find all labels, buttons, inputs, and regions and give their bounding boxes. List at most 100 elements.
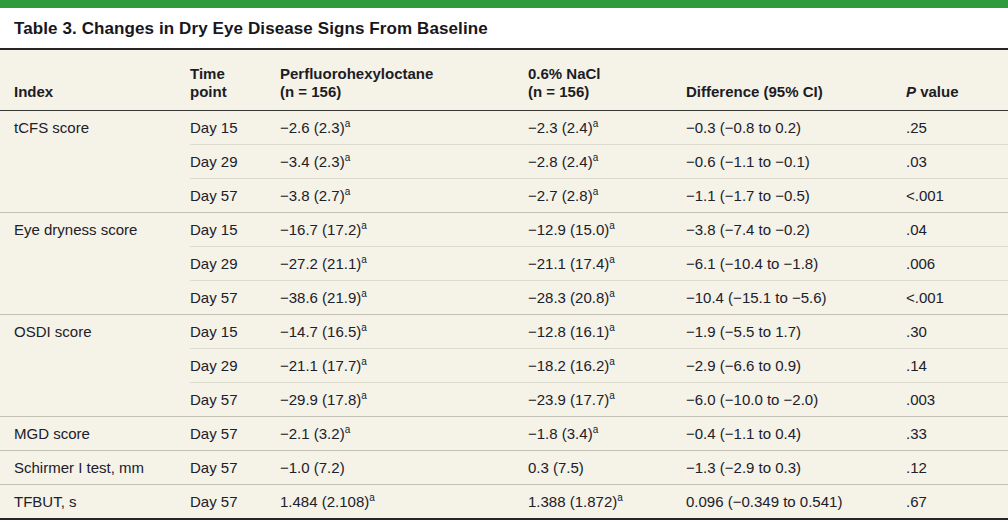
footnote-marker: a: [361, 288, 367, 299]
table-row: MGD scoreDay 57−2.1 (3.2)a−1.8 (3.4)a−0.…: [0, 416, 1008, 450]
drug-cell: −29.9 (17.8)a: [280, 382, 528, 416]
table-row: Day 29−27.2 (21.1)a−21.1 (17.4)a−6.1 (−1…: [0, 246, 1008, 280]
column-header-time-point-line1: Time: [190, 65, 274, 83]
footnote-marker: a: [609, 220, 615, 231]
footnote-marker: a: [369, 492, 375, 503]
index-cell: [0, 144, 190, 178]
difference-cell: −3.8 (−7.4 to −0.2): [686, 212, 906, 246]
table-row: Day 29−3.4 (2.3)a−2.8 (2.4)a−0.6 (−1.1 t…: [0, 144, 1008, 178]
footnote-marker: a: [617, 492, 623, 503]
p-value-cell: .003: [906, 382, 1008, 416]
drug-cell: −1.0 (7.2): [280, 450, 528, 484]
column-header-nacl: 0.6% NaCl (n = 156): [528, 50, 686, 110]
table-body: tCFS scoreDay 15−2.6 (2.3)a−2.3 (2.4)a−0…: [0, 110, 1008, 518]
time-point-cell: Day 57: [190, 178, 280, 212]
drug-cell: −16.7 (17.2)a: [280, 212, 528, 246]
difference-cell: −1.9 (−5.5 to 1.7): [686, 314, 906, 348]
column-header-nacl-n: (n = 156): [528, 83, 680, 101]
table-title: Table 3. Changes in Dry Eye Disease Sign…: [14, 19, 994, 39]
table-row: Day 57−29.9 (17.8)a−23.9 (17.7)a−6.0 (−1…: [0, 382, 1008, 416]
drug-cell: −3.8 (2.7)a: [280, 178, 528, 212]
time-point-cell: Day 57: [190, 280, 280, 314]
nacl-cell: −28.3 (20.8)a: [528, 280, 686, 314]
time-point-cell: Day 57: [190, 382, 280, 416]
difference-cell: −6.1 (−10.4 to −1.8): [686, 246, 906, 280]
nacl-cell: −2.3 (2.4)a: [528, 110, 686, 144]
footnote-marker: a: [345, 186, 351, 197]
column-header-drug-n: (n = 156): [280, 83, 522, 101]
table-row: tCFS scoreDay 15−2.6 (2.3)a−2.3 (2.4)a−0…: [0, 110, 1008, 144]
time-point-cell: Day 15: [190, 110, 280, 144]
nacl-cell: −2.7 (2.8)a: [528, 178, 686, 212]
difference-cell: −0.6 (−1.1 to −0.1): [686, 144, 906, 178]
drug-cell: −21.1 (17.7)a: [280, 348, 528, 382]
table-row: TFBUT, sDay 571.484 (2.108)a1.388 (1.872…: [0, 484, 1008, 518]
column-header-index: Index: [0, 50, 190, 110]
index-cell: [0, 178, 190, 212]
footnote-marker: a: [609, 254, 615, 265]
p-value-cell: .67: [906, 484, 1008, 518]
p-value-cell: .25: [906, 110, 1008, 144]
p-value-cell: .04: [906, 212, 1008, 246]
footnote-marker: a: [361, 356, 367, 367]
table-row: Schirmer I test, mmDay 57−1.0 (7.2)0.3 (…: [0, 450, 1008, 484]
index-cell: [0, 382, 190, 416]
footnote-marker: a: [361, 254, 367, 265]
drug-cell: −2.1 (3.2)a: [280, 416, 528, 450]
column-header-p-italic: P: [906, 83, 916, 100]
drug-cell: −14.7 (16.5)a: [280, 314, 528, 348]
nacl-cell: −12.8 (16.1)a: [528, 314, 686, 348]
index-cell: TFBUT, s: [0, 484, 190, 518]
time-point-cell: Day 15: [190, 212, 280, 246]
difference-cell: −10.4 (−15.1 to −5.6): [686, 280, 906, 314]
column-header-time-point: Time point: [190, 50, 280, 110]
difference-cell: 0.096 (−0.349 to 0.541): [686, 484, 906, 518]
index-cell: [0, 246, 190, 280]
table-title-block: Table 3. Changes in Dry Eye Disease Sign…: [0, 8, 1008, 50]
time-point-cell: Day 15: [190, 314, 280, 348]
p-value-cell: .12: [906, 450, 1008, 484]
column-header-difference-label: Difference (95% CI): [686, 83, 823, 100]
journal-accent-bar: [0, 0, 1008, 8]
column-header-time-point-line2: point: [190, 83, 274, 101]
table-row: Day 29−21.1 (17.7)a−18.2 (16.2)a−2.9 (−6…: [0, 348, 1008, 382]
nacl-cell: −1.8 (3.4)a: [528, 416, 686, 450]
footnote-marker: a: [345, 424, 351, 435]
table-header: Index Time point Perfluorohexyloctane (n…: [0, 50, 1008, 110]
column-header-p-rest: value: [916, 83, 959, 100]
time-point-cell: Day 29: [190, 348, 280, 382]
difference-cell: −1.3 (−2.9 to 0.3): [686, 450, 906, 484]
difference-cell: −2.9 (−6.6 to 0.9): [686, 348, 906, 382]
index-cell: OSDI score: [0, 314, 190, 348]
p-value-cell: .30: [906, 314, 1008, 348]
p-value-cell: .33: [906, 416, 1008, 450]
time-point-cell: Day 29: [190, 246, 280, 280]
table-row: Day 57−3.8 (2.7)a−2.7 (2.8)a−1.1 (−1.7 t…: [0, 178, 1008, 212]
nacl-cell: −2.8 (2.4)a: [528, 144, 686, 178]
time-point-cell: Day 57: [190, 416, 280, 450]
p-value-cell: <.001: [906, 280, 1008, 314]
column-header-p-value: P value: [906, 50, 1008, 110]
footnote-marker: a: [593, 424, 599, 435]
footnote-marker: a: [345, 152, 351, 163]
footnote-marker: a: [609, 288, 615, 299]
nacl-cell: −12.9 (15.0)a: [528, 212, 686, 246]
drug-cell: 1.484 (2.108)a: [280, 484, 528, 518]
footnote-marker: a: [609, 390, 615, 401]
nacl-cell: −23.9 (17.7)a: [528, 382, 686, 416]
footnote-marker: a: [593, 118, 599, 129]
table-row: Eye dryness scoreDay 15−16.7 (17.2)a−12.…: [0, 212, 1008, 246]
p-value-cell: <.001: [906, 178, 1008, 212]
time-point-cell: Day 57: [190, 450, 280, 484]
drug-cell: −27.2 (21.1)a: [280, 246, 528, 280]
nacl-cell: 0.3 (7.5): [528, 450, 686, 484]
index-cell: Eye dryness score: [0, 212, 190, 246]
p-value-cell: .006: [906, 246, 1008, 280]
drug-cell: −3.4 (2.3)a: [280, 144, 528, 178]
table-row: Day 57−38.6 (21.9)a−28.3 (20.8)a−10.4 (−…: [0, 280, 1008, 314]
nacl-cell: 1.388 (1.872)a: [528, 484, 686, 518]
column-header-index-label: Index: [14, 83, 53, 100]
footnote-marker: a: [593, 152, 599, 163]
difference-cell: −0.4 (−1.1 to 0.4): [686, 416, 906, 450]
table-container: Index Time point Perfluorohexyloctane (n…: [0, 50, 1008, 520]
